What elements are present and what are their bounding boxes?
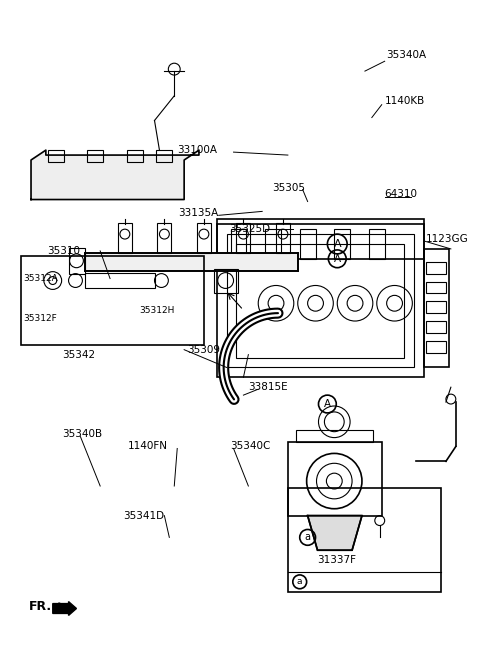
Text: 64310: 64310 <box>384 189 418 198</box>
Text: 35340C: 35340C <box>230 441 271 452</box>
Bar <box>276 224 290 253</box>
Text: 35309: 35309 <box>187 345 220 354</box>
Text: 35310: 35310 <box>48 246 81 256</box>
Bar <box>426 281 446 294</box>
Text: 33815E: 33815E <box>248 382 288 392</box>
Bar <box>156 150 172 162</box>
Bar <box>265 229 281 259</box>
Bar <box>288 488 441 592</box>
Text: 35325D: 35325D <box>229 224 270 234</box>
Bar <box>85 253 298 271</box>
Text: a: a <box>297 577 302 586</box>
Bar <box>227 234 414 367</box>
Bar <box>85 273 155 288</box>
Text: 31337F: 31337F <box>317 555 357 565</box>
Text: 35312F: 35312F <box>23 314 57 323</box>
Text: A: A <box>334 254 341 264</box>
Text: A: A <box>334 239 341 249</box>
Text: FR.: FR. <box>29 600 52 613</box>
Text: 1123GG: 1123GG <box>426 234 469 244</box>
Bar <box>118 224 132 253</box>
Text: 35342: 35342 <box>62 350 96 360</box>
Text: 33135A: 33135A <box>179 209 219 218</box>
Bar <box>288 441 382 516</box>
Bar <box>237 224 251 253</box>
Text: 35305: 35305 <box>273 183 306 192</box>
Bar <box>48 150 64 162</box>
Bar <box>300 229 315 259</box>
Bar <box>237 244 405 358</box>
Bar <box>296 430 373 441</box>
Bar <box>230 229 246 259</box>
Bar <box>426 301 446 313</box>
Bar <box>424 249 449 367</box>
Text: 35340A: 35340A <box>387 51 427 60</box>
Bar <box>87 150 103 162</box>
Text: 1140KB: 1140KB <box>384 96 425 106</box>
Bar <box>369 229 384 259</box>
Text: 35312H: 35312H <box>140 306 175 315</box>
Bar <box>69 248 85 273</box>
Text: 1140FN: 1140FN <box>127 441 168 452</box>
Text: a: a <box>305 533 311 542</box>
Text: 35340B: 35340B <box>62 429 103 439</box>
Text: 35341D: 35341D <box>123 511 164 520</box>
Bar <box>21 256 204 345</box>
Bar <box>197 224 211 253</box>
Polygon shape <box>31 150 199 200</box>
Bar <box>426 321 446 333</box>
Bar <box>214 269 239 294</box>
Bar <box>217 219 424 259</box>
Bar <box>127 150 143 162</box>
Text: A: A <box>324 399 331 409</box>
Bar <box>217 224 424 377</box>
Bar <box>426 262 446 273</box>
Bar <box>334 229 350 259</box>
Text: 35312A: 35312A <box>23 274 58 283</box>
Bar <box>426 341 446 353</box>
Bar <box>157 224 171 253</box>
FancyArrow shape <box>53 601 76 616</box>
Text: 33100A: 33100A <box>177 145 217 155</box>
Polygon shape <box>308 516 362 550</box>
